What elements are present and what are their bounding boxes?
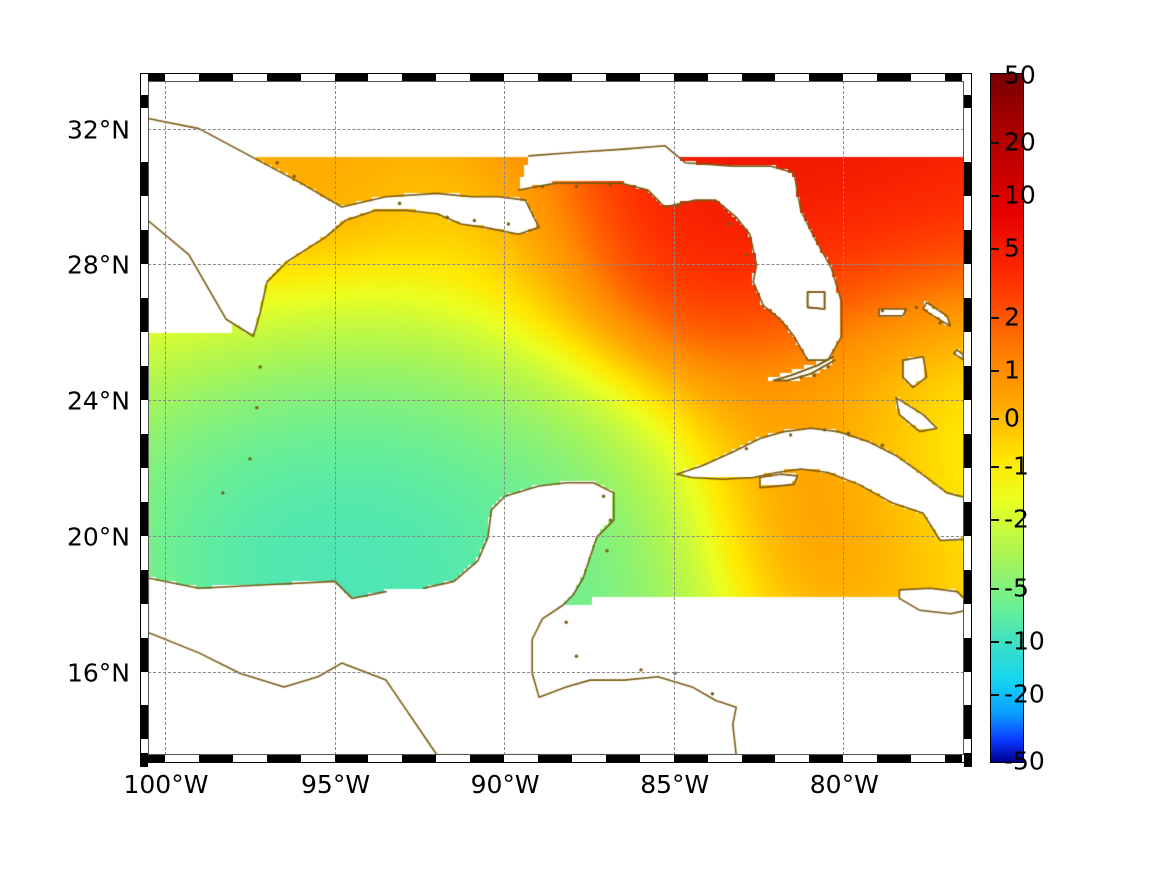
frame-checker-segment — [140, 366, 148, 401]
map-plot-area — [148, 81, 964, 755]
frame-band-bottom — [140, 755, 972, 763]
frame-checker-segment — [148, 755, 165, 763]
frame-checker-segment — [140, 705, 148, 740]
colorbar-tick-mark — [990, 588, 999, 591]
frame-checker-segment — [605, 755, 640, 763]
frame-checker-segment — [538, 755, 572, 763]
colorbar: 50 20 10 5 2 1 0 -1 -2 -5 -10 -20 -50 — [990, 61, 1045, 776]
colorbar-tick-label: 5 — [1004, 233, 1020, 263]
frame-checker-segment — [964, 569, 972, 604]
frame-checker-segment — [198, 755, 233, 763]
frame-checker-segment — [964, 94, 972, 109]
frame-checker-segment — [741, 73, 776, 81]
frame-checker-segment — [809, 73, 844, 81]
colorbar-tick-mark — [990, 317, 999, 320]
colorbar-tick-mark — [990, 640, 999, 643]
frame-checker-segment — [140, 230, 148, 265]
frame-checker-segment — [470, 73, 505, 81]
frame-checker-segment — [402, 755, 437, 763]
y-tick-label: 16°N — [66, 658, 130, 688]
frame-checker-segment — [964, 230, 972, 265]
frame-checker-segment — [538, 73, 572, 81]
frame-checker-segment — [964, 162, 972, 197]
colorbar-tick-label: -1 — [1004, 451, 1029, 481]
y-tick-label: 28°N — [66, 250, 130, 280]
frame-checker-segment — [266, 73, 301, 81]
frame-checker-segment — [877, 73, 912, 81]
frame-checker-segment — [140, 94, 148, 109]
frame-checker-segment — [945, 755, 962, 763]
colorbar-tick-label: 50 — [1004, 60, 1036, 90]
colorbar-tick-label: -2 — [1004, 504, 1029, 534]
frame-checker-segment — [809, 755, 844, 763]
y-tick-label: 32°N — [66, 115, 130, 144]
frame-checker-segment — [140, 501, 148, 536]
colorbar-tick-mark — [990, 247, 999, 250]
colorbar-tick-label: -50 — [1004, 746, 1045, 776]
frame-checker-segment — [140, 753, 148, 767]
colorbar-tick-label: -5 — [1004, 573, 1029, 603]
frame-checker-segment — [964, 433, 972, 468]
frame-checker-segment — [945, 73, 962, 81]
frame-checker-segment — [148, 73, 165, 81]
frame-checker-segment — [605, 73, 640, 81]
colorbar-tick-mark — [990, 418, 999, 420]
map-raster — [148, 81, 964, 755]
x-tick-label: 85°W — [640, 770, 710, 799]
x-tick-label: 80°W — [809, 770, 879, 799]
frame-checker-segment — [140, 298, 148, 333]
frame-checker-segment — [334, 755, 369, 763]
x-tick-label: 100°W — [123, 770, 209, 799]
colorbar-tick-label: -20 — [1004, 679, 1045, 708]
frame-checker-segment — [402, 73, 437, 81]
frame-checker-segment — [140, 433, 148, 468]
colorbar-tick-mark — [990, 518, 999, 521]
colorbar-tick-label: -10 — [1004, 626, 1045, 656]
colorbar-tick-label: 20 — [1004, 127, 1036, 157]
frame-band-top — [140, 73, 972, 81]
frame-checker-segment — [964, 753, 972, 767]
frame-checker-segment — [964, 705, 972, 740]
frame-checker-segment — [741, 755, 776, 763]
frame-checker-segment — [266, 755, 301, 763]
frame-checker-segment — [198, 73, 233, 81]
colorbar-tick-mark — [990, 369, 999, 372]
colorbar-tick-label: 10 — [1004, 180, 1036, 210]
colorbar-tick-label: 2 — [1004, 302, 1020, 332]
frame-checker-segment — [140, 162, 148, 197]
frame-checker-segment — [877, 755, 912, 763]
colorbar-tick-mark — [990, 693, 999, 696]
x-tick-label: 90°W — [470, 770, 540, 799]
frame-checker-segment — [964, 501, 972, 536]
colorbar-tick-label: 1 — [1004, 355, 1020, 385]
frame-checker-segment — [470, 755, 505, 763]
frame-checker-segment — [673, 755, 708, 763]
map-plot-frame — [140, 73, 972, 767]
frame-checker-segment — [964, 637, 972, 672]
colorbar-tick-mark — [990, 142, 999, 145]
frame-band-right — [964, 73, 972, 767]
y-tick-label: 20°N — [66, 522, 130, 552]
x-tick-label: 95°W — [301, 770, 371, 799]
frame-checker-segment — [140, 637, 148, 672]
colorbar-tick-mark — [990, 466, 999, 469]
colorbar-tick-label: 0 — [1004, 403, 1020, 433]
frame-checker-segment — [140, 569, 148, 604]
frame-band-left — [140, 73, 148, 767]
frame-checker-segment — [673, 73, 708, 81]
y-tick-label: 24°N — [66, 386, 130, 416]
frame-checker-segment — [964, 298, 972, 333]
colorbar-tick-mark — [990, 195, 999, 198]
frame-checker-segment — [334, 73, 369, 81]
frame-checker-segment — [964, 366, 972, 401]
